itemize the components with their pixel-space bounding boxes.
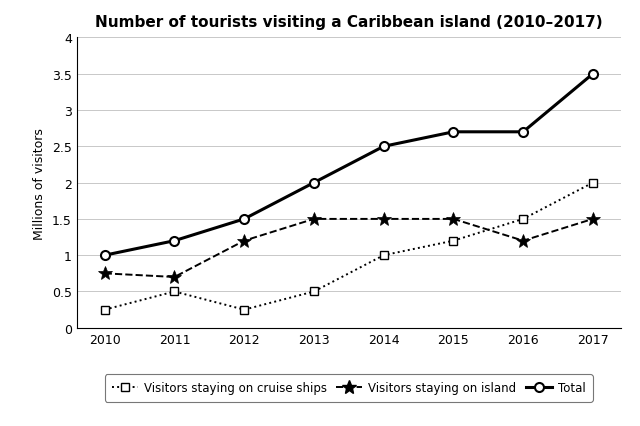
Y-axis label: Millions of visitors: Millions of visitors [33,127,46,239]
Legend: Visitors staying on cruise ships, Visitors staying on island, Total: Visitors staying on cruise ships, Visito… [105,374,593,402]
Title: Number of tourists visiting a Caribbean island (2010–2017): Number of tourists visiting a Caribbean … [95,15,603,30]
